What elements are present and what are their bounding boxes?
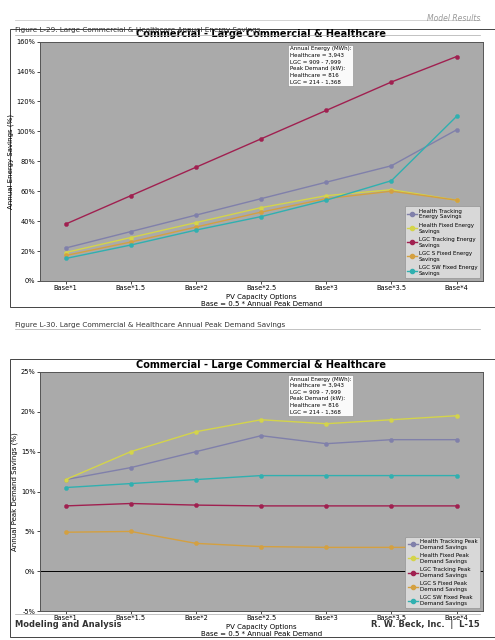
- Text: Figure L-30. Large Commercial & Healthcare Annual Peak Demand Savings: Figure L-30. Large Commercial & Healthca…: [15, 322, 285, 328]
- Text: Annual Energy (MWh):
Healthcare = 3,943
LGC = 909 - 7,999
Peak Demand (kW):
Heal: Annual Energy (MWh): Healthcare = 3,943 …: [290, 377, 351, 415]
- Text: R. W. Beck, Inc.  |  L-15: R. W. Beck, Inc. | L-15: [371, 620, 480, 628]
- Text: Figure L-29. Large Commercial & Healthcare Annual Energy Savings: Figure L-29. Large Commercial & Healthca…: [15, 27, 260, 33]
- Text: Modeling and Analysis: Modeling and Analysis: [15, 620, 121, 628]
- Text: Model Results: Model Results: [427, 14, 480, 23]
- Legend: Health Tracking
Energy Savings, Health Fixed Energy
Savings, LGC Tracking Energy: Health Tracking Energy Savings, Health F…: [404, 206, 480, 278]
- Title: Commercial - Large Commercial & Healthcare: Commercial - Large Commercial & Healthca…: [136, 29, 386, 40]
- Y-axis label: Annual Energy Savings (%): Annual Energy Savings (%): [7, 114, 14, 209]
- X-axis label: PV Capacity Options
Base = 0.5 * Annual Peak Demand: PV Capacity Options Base = 0.5 * Annual …: [200, 624, 322, 637]
- Y-axis label: Annual Peak Demand Savings (%): Annual Peak Demand Savings (%): [11, 432, 18, 551]
- Text: Annual Energy (MWh):
Healthcare = 3,943
LGC = 909 - 7,999
Peak Demand (kW):
Heal: Annual Energy (MWh): Healthcare = 3,943 …: [290, 46, 351, 84]
- X-axis label: PV Capacity Options
Base = 0.5 * Annual Peak Demand: PV Capacity Options Base = 0.5 * Annual …: [200, 294, 322, 307]
- Title: Commercial - Large Commercial & Healthcare: Commercial - Large Commercial & Healthca…: [136, 360, 386, 370]
- Legend: Health Tracking Peak
Demand Savings, Health Fixed Peak
Demand Savings, LGC Track: Health Tracking Peak Demand Savings, Hea…: [405, 537, 480, 609]
